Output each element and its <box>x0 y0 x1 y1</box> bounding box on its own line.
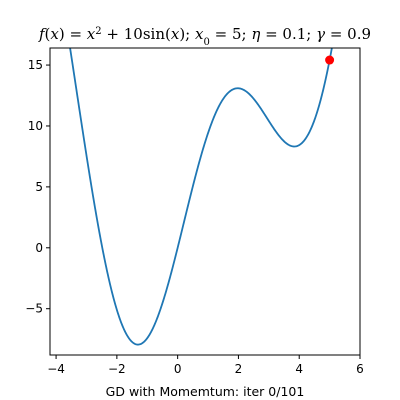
title-part-7: x <box>171 25 180 43</box>
title-part-8: ); <box>179 25 195 43</box>
title-part-1: ( <box>45 25 51 43</box>
title-part-11: = 5; <box>210 25 251 43</box>
y-tick-label-2: 5 <box>35 180 43 194</box>
y-tick-label-1: 0 <box>35 241 43 255</box>
y-tick-label-0: −5 <box>25 302 43 316</box>
title-part-3: ) = <box>59 25 87 43</box>
title-part-6: + 10sin( <box>102 25 171 43</box>
x-tick-label-5: 6 <box>356 362 364 376</box>
x-tick-label-1: −2 <box>108 362 126 376</box>
y-axis: −5 0 5 10 15 <box>25 58 50 316</box>
title-part-14: γ <box>316 25 325 43</box>
title-part-4: x <box>87 25 96 43</box>
chart-title: f(x) = x2 + 10sin(x); x0 = 5; η = 0.1; γ… <box>38 25 371 48</box>
title-part-9: x <box>195 25 204 43</box>
title-part-0: f <box>38 25 47 43</box>
title-part-15: = 0.9 <box>325 25 371 43</box>
title-part-5: 2 <box>95 26 101 37</box>
y-tick-label-3: 10 <box>28 119 43 133</box>
x-tick-label-3: 2 <box>235 362 243 376</box>
title-part-10: 0 <box>203 37 209 48</box>
title-part-2: x <box>50 25 59 43</box>
title-part-13: = 0.1; <box>260 25 316 43</box>
x-tick-label-0: −4 <box>47 362 65 376</box>
x-tick-label-2: 0 <box>174 362 182 376</box>
y-tick-label-4: 15 <box>28 58 43 72</box>
axes-frame <box>49 47 361 356</box>
current-point-0 <box>325 55 335 65</box>
x-axis-label: GD with Momemtum: iter 0/101 <box>106 384 305 399</box>
series-line-0 <box>69 48 333 346</box>
plot-area <box>69 48 335 346</box>
x-axis: −4 −2 0 2 4 6 <box>47 355 364 376</box>
x-tick-label-4: 4 <box>295 362 303 376</box>
title-part-12: η <box>251 25 260 43</box>
